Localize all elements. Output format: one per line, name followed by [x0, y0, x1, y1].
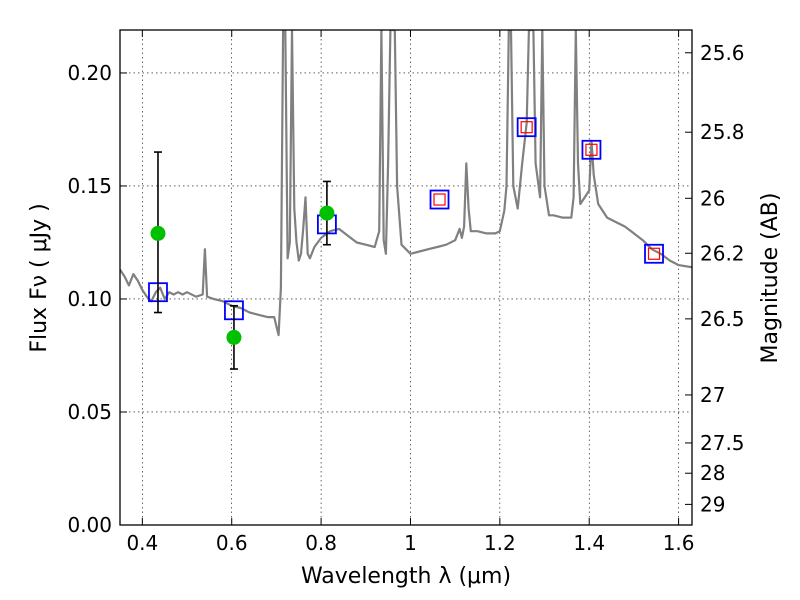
axis-ticks — [120, 30, 692, 526]
x-tick-label: 1 — [404, 531, 417, 555]
x-tick-label: 1.6 — [663, 531, 695, 555]
y-axis-label: Flux Fν ( μJy ) — [27, 203, 52, 352]
x-axis-label: Wavelength λ (μm) — [301, 564, 511, 589]
mag-tick-label: 25.6 — [700, 41, 745, 65]
y-tick-label: 0.15 — [67, 174, 112, 198]
mag-tick-label: 26.2 — [700, 241, 745, 265]
model-photometry-marker — [581, 139, 602, 160]
mag-tick-label: 27.5 — [700, 431, 745, 455]
measured-flux-point — [319, 205, 335, 221]
y-tick-label: 0.05 — [67, 400, 112, 424]
x-tick-label: 1.2 — [484, 531, 516, 555]
mag-tick-label: 25.8 — [700, 120, 745, 144]
plot-area — [120, 30, 692, 370]
mag-tick-label: 28 — [700, 461, 725, 485]
mag-tick-label: 26 — [700, 186, 725, 210]
observed-flux-marker — [647, 247, 661, 260]
x-tick-label: 0.8 — [305, 531, 337, 555]
x-tick-label: 1.4 — [573, 531, 605, 555]
right-axis-label: Magnitude (AB) — [758, 193, 783, 364]
y-tick-label: 0.10 — [67, 287, 112, 311]
y-tick-label: 0.00 — [67, 513, 112, 537]
mag-tick-label: 27 — [700, 383, 725, 407]
spectrum-line — [120, 30, 692, 337]
observed-flux-marker — [433, 193, 446, 206]
tick-labels: 0.4 0.6 0.8 1 1.2 1.4 1.6 0.00 0.05 0.10 0.15 0.20 2… — [67, 41, 744, 555]
model-photometry-marker — [516, 117, 537, 138]
x-tick-label: 0.6 — [216, 531, 248, 555]
measured-flux-point — [226, 329, 242, 345]
measured-flux-point — [150, 225, 166, 241]
model-photometry-marker — [429, 189, 450, 210]
observed-flux-marker — [585, 143, 598, 156]
mag-tick-label: 29 — [700, 492, 725, 516]
mag-tick-label: 26.5 — [700, 307, 745, 331]
model-photometry-marker — [644, 243, 664, 264]
x-tick-label: 0.4 — [126, 531, 158, 555]
y-tick-label: 0.20 — [67, 61, 112, 85]
plot-frame — [119, 29, 693, 526]
observed-flux-marker — [520, 121, 533, 134]
